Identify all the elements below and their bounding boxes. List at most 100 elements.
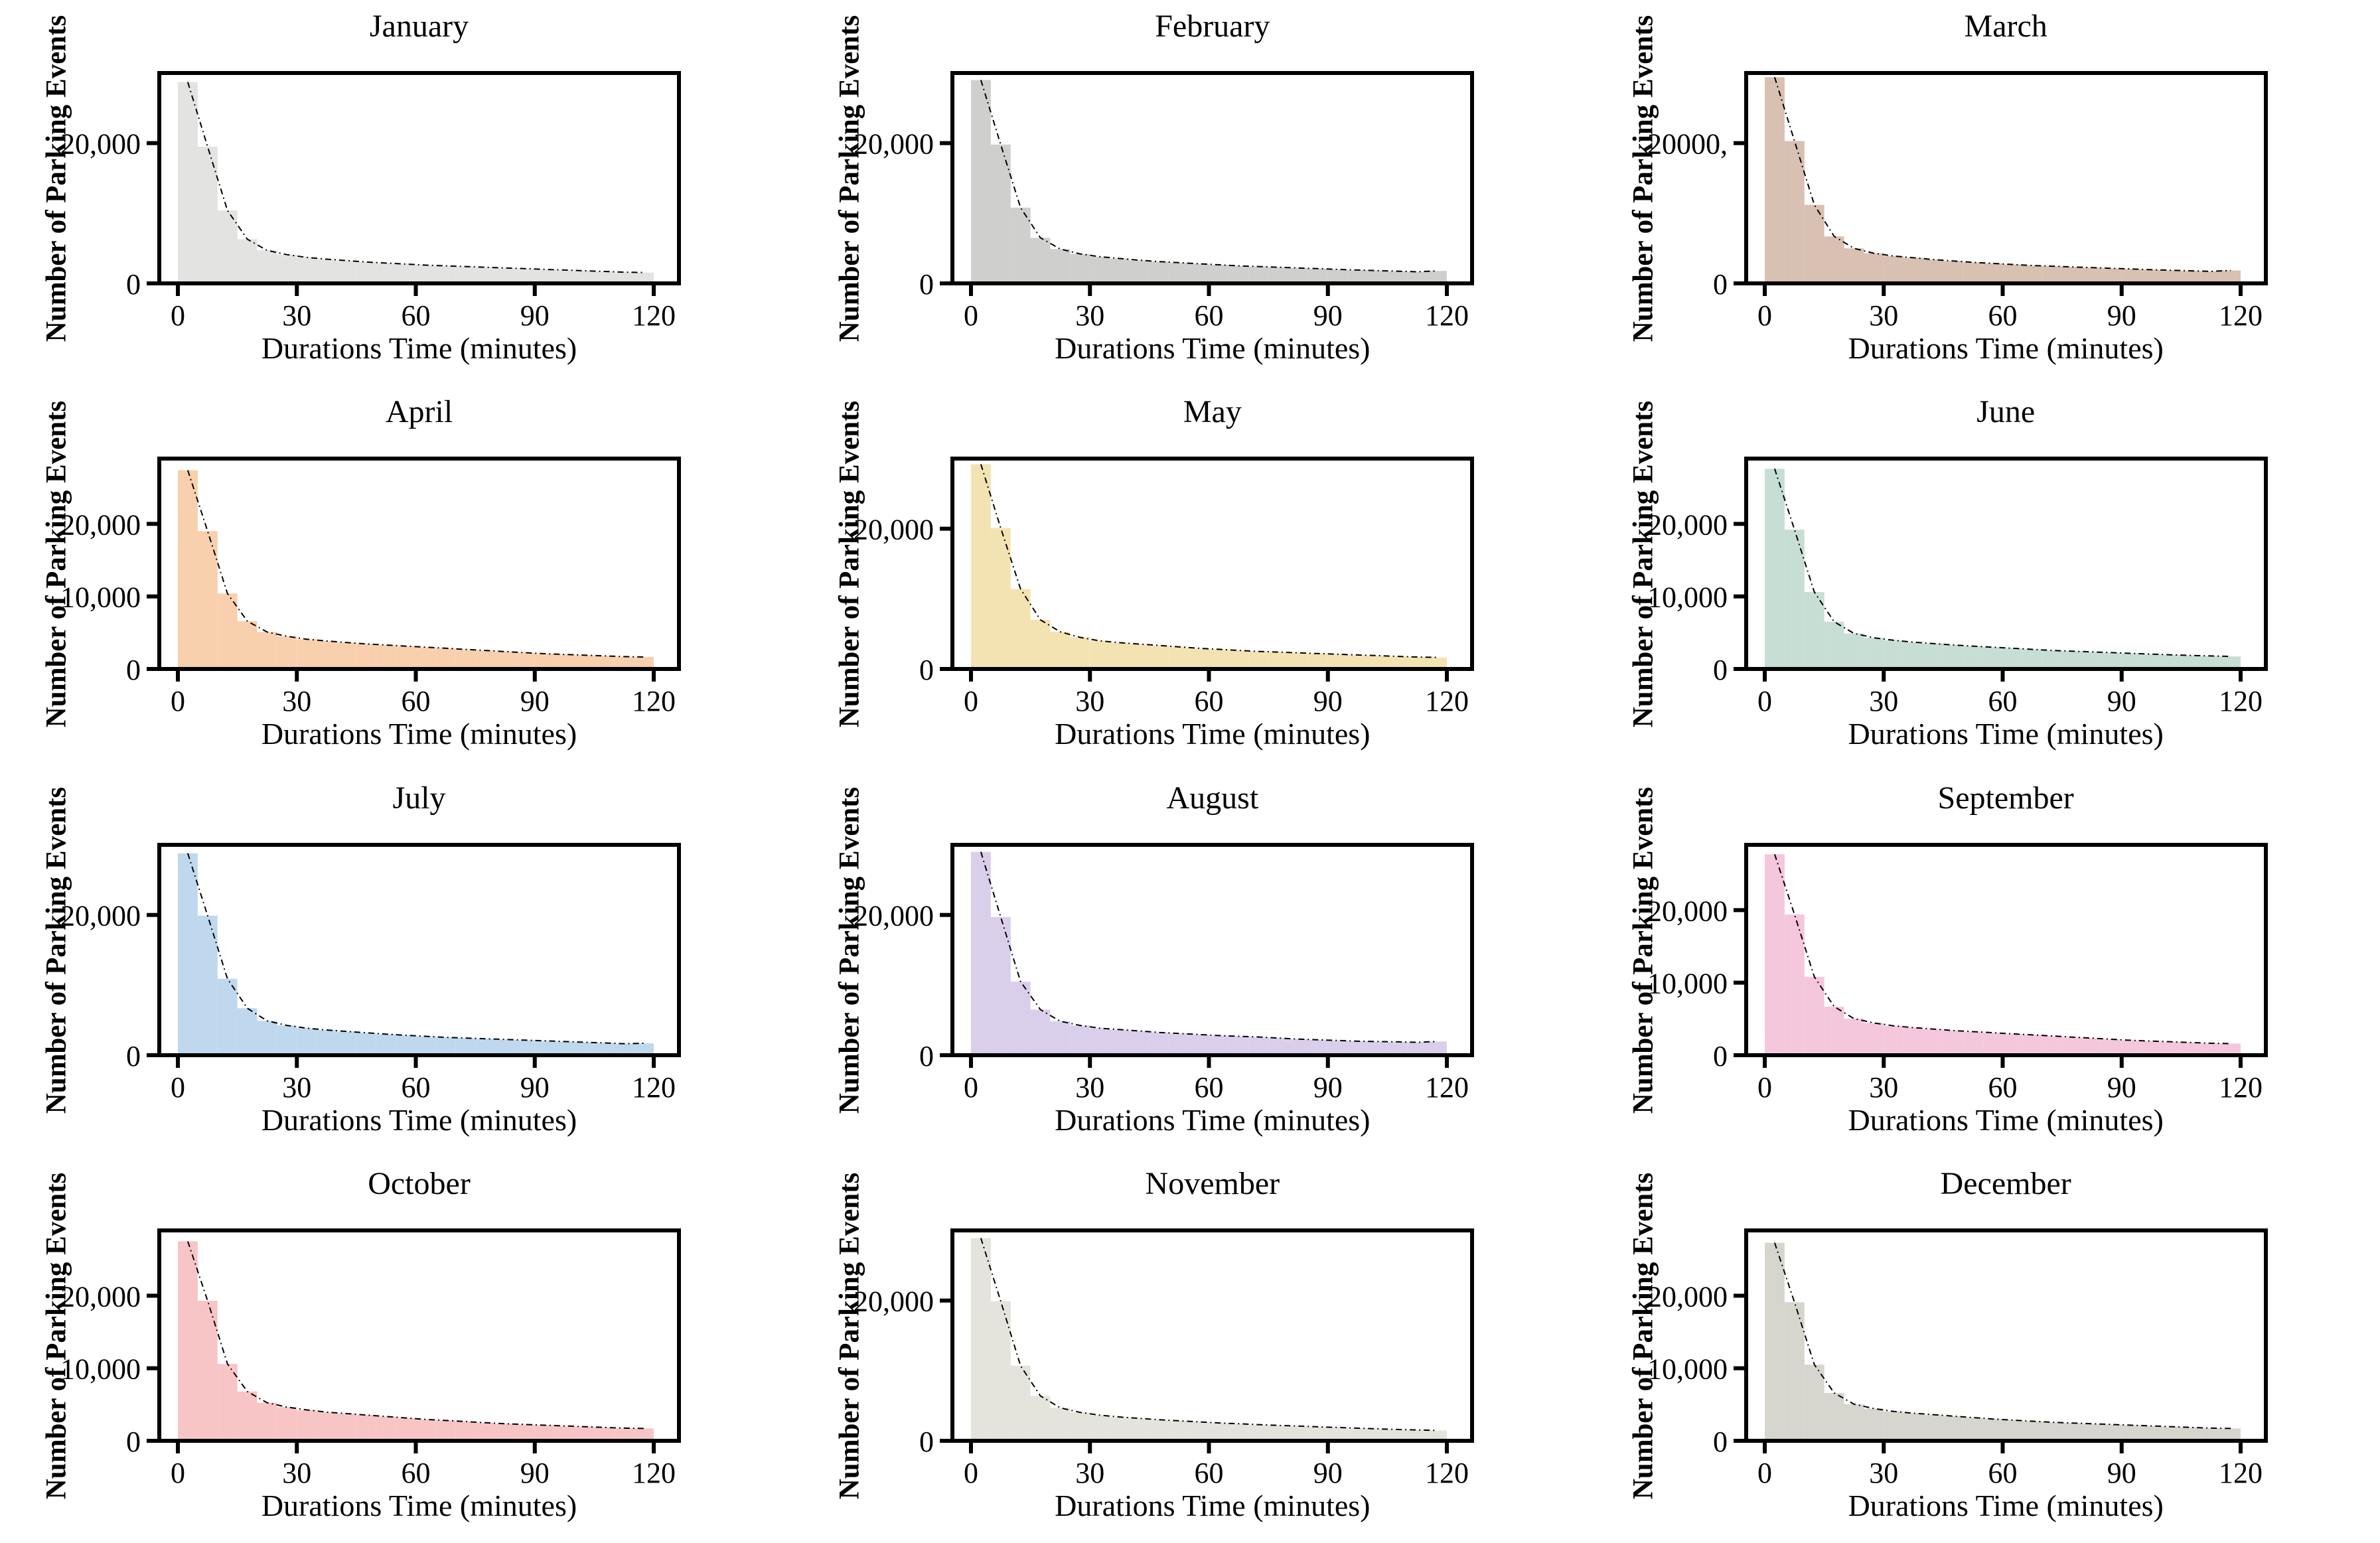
histogram-bars: [1764, 853, 2241, 1055]
y-tick-label: 0: [1713, 1426, 1728, 1458]
histogram-bar: [1169, 646, 1190, 670]
histogram-bar: [1864, 638, 1884, 670]
histogram-bar: [178, 853, 198, 1055]
histogram-bar: [1367, 656, 1388, 670]
panel-title: July: [392, 780, 446, 816]
x-axis-label: Durations Time (minutes): [1848, 1488, 2164, 1522]
plot-frame: [157, 1228, 681, 1443]
x-tick-label: 0: [171, 1457, 185, 1489]
histogram-bar: [217, 1363, 238, 1441]
panel-title: May: [1183, 394, 1242, 430]
x-axis-label: Durations Time (minutes): [261, 717, 577, 751]
histogram-bars: [1764, 1242, 2241, 1441]
x-tick-label: 30: [282, 685, 311, 717]
histogram-bar: [297, 1027, 317, 1055]
histogram-bar: [237, 621, 258, 670]
histogram-bar: [2081, 1424, 2102, 1441]
histogram-bars: [1764, 77, 2241, 284]
month-panel-august: August Number of Parking Events 20,000 0 0…: [793, 772, 1586, 1157]
histogram-bar: [2161, 1041, 2182, 1055]
histogram-bars: [971, 851, 1448, 1055]
x-tick-label: 0: [964, 685, 978, 717]
x-tick-label: 90: [2107, 685, 2136, 717]
histogram-bar: [2220, 656, 2241, 670]
histogram-bar: [1824, 1392, 1844, 1441]
histogram-bars: [971, 80, 1448, 283]
histogram-bar: [455, 649, 476, 670]
histogram-bar: [1764, 469, 1785, 670]
histogram-bar: [1963, 262, 1983, 283]
y-tick-label: 0: [919, 1040, 934, 1072]
x-tick-label: 120: [632, 1071, 676, 1104]
x-tick-label: 60: [1988, 1071, 2017, 1104]
histogram-bar: [2022, 1034, 2042, 1055]
histogram-bar: [2181, 1427, 2201, 1441]
histogram-bar: [614, 1428, 634, 1441]
x-tick-label: 60: [1195, 685, 1224, 717]
histogram-bar: [2042, 650, 2062, 670]
histogram-bar: [1209, 1035, 1229, 1055]
month-panel-march: March Number of Parking Events 20000, 0 0 3…: [1587, 0, 2380, 386]
x-tick-label: 30: [282, 1457, 311, 1489]
x-tick-label: 0: [1757, 685, 1772, 717]
histogram-bar: [415, 1419, 436, 1441]
histogram-bar: [197, 146, 218, 283]
histogram-bar: [415, 647, 436, 670]
histogram-bar: [1130, 260, 1150, 283]
histogram-bar: [1011, 981, 1031, 1055]
histogram-bar: [1070, 637, 1090, 670]
histogram-bar: [1288, 1426, 1309, 1441]
histogram-bar: [2161, 654, 2182, 670]
histogram-bar: [594, 1043, 615, 1055]
y-tick-label: 20,000: [1647, 895, 1728, 927]
y-tick-label: 20,000: [854, 514, 934, 546]
histogram-bar: [2141, 1041, 2162, 1055]
histogram-bar: [1070, 1412, 1090, 1441]
histogram-bar: [614, 272, 634, 283]
histogram-bar: [1427, 271, 1448, 283]
histogram-bar: [1169, 1033, 1190, 1055]
histogram-bar: [594, 1427, 615, 1441]
histogram-bar: [1150, 261, 1170, 283]
histogram-bar: [1804, 204, 1824, 283]
histogram-bar: [1347, 655, 1368, 670]
plot-frame: [950, 71, 1475, 285]
histogram-bar: [415, 265, 436, 283]
histogram-bar: [1963, 1417, 1983, 1441]
plot-area: 20,000 10,000 00 30 60 90 120: [1647, 842, 2268, 1104]
density-curve: [1773, 77, 2231, 272]
histogram-bar: [257, 250, 277, 283]
x-tick-label: 30: [1076, 685, 1105, 717]
x-axis-label: Durations Time (minutes): [261, 1488, 577, 1522]
histogram-bar: [1864, 1408, 1884, 1441]
histogram-bar: [396, 263, 416, 283]
histogram-bar: [2061, 651, 2082, 670]
panel-title: September: [1937, 780, 2074, 816]
histogram-bar: [2220, 270, 2241, 283]
x-tick-label: 30: [282, 299, 311, 332]
histogram-bar: [2220, 1043, 2241, 1055]
histogram-bar: [1923, 1029, 1943, 1055]
plot-frame: [950, 1228, 1475, 1443]
histogram-bar: [1963, 1031, 1983, 1055]
x-tick-label: 60: [1988, 1457, 2017, 1489]
histogram-bar: [2002, 648, 2023, 670]
histogram-bars: [971, 464, 1448, 670]
histogram-bar: [336, 642, 356, 670]
histogram-bar: [1248, 651, 1269, 670]
y-tick-label: 10,000: [1647, 581, 1728, 614]
x-axis-label: Durations Time (minutes): [261, 1102, 577, 1137]
panel-title: January: [369, 9, 469, 44]
x-axis-label: Durations Time (minutes): [1055, 331, 1371, 365]
y-tick-label: 0: [126, 268, 141, 301]
plot-frame: [157, 71, 681, 285]
histogram-bar: [1347, 1428, 1368, 1441]
histogram-bar: [1427, 1041, 1448, 1055]
histogram-bar: [317, 1029, 336, 1055]
x-tick-label: 60: [402, 685, 431, 717]
plot-frame: [950, 842, 1475, 1057]
histogram-bar: [396, 646, 416, 670]
histogram-bar: [1427, 657, 1448, 670]
histogram-bar: [991, 144, 1011, 283]
histogram-bar: [2200, 656, 2221, 670]
